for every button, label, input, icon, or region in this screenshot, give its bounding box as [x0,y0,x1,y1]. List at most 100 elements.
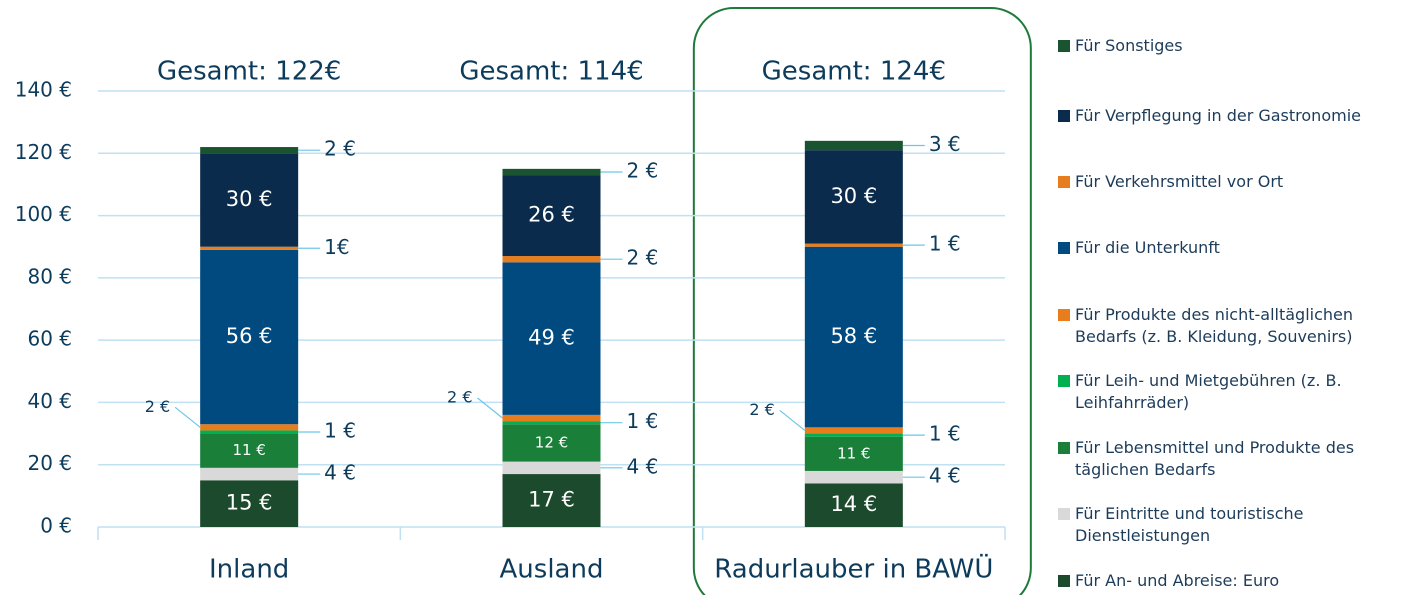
legend-label: Für Produkte des nicht-alltäglichen Beda… [1075,305,1354,346]
legend-item: Für Verpflegung in der Gastronomie [1058,105,1408,127]
y-tick-label: 20 € [27,451,72,475]
bar-segment [200,467,299,481]
y-tick-label: 80 € [27,264,72,288]
legend-swatch [1058,110,1070,122]
value-label: 2 € [627,158,659,182]
legend-swatch [1058,309,1070,321]
bar-segment [200,424,299,431]
total-label: Gesamt: 124€ [762,57,946,87]
bar-segment [502,256,601,263]
bar-segment [200,153,299,247]
value-label: 2 € [145,397,170,416]
value-label: 1 € [929,422,961,446]
leader-line [779,409,806,431]
bar-segment [804,140,903,151]
bar-segment [502,414,601,422]
value-label: 1 € [627,409,659,433]
legend-item: Für Sonstiges [1058,35,1408,57]
legend-swatch [1058,176,1070,188]
bar-segment [200,246,299,250]
bar-segment [804,246,903,428]
bar-segment [804,436,903,471]
value-label: 15 € [226,491,273,515]
bar-segment [804,427,903,434]
legend-item: Für Produkte des nicht-alltäglichen Beda… [1058,304,1408,348]
legend-label: Für Lebensmittel und Produkte des täglic… [1075,438,1355,479]
bar-segment [804,433,903,437]
x-tick-label: Inland [209,555,289,585]
y-tick-label: 0 € [40,514,72,538]
value-label: 30 € [830,184,877,208]
bar-segment [502,461,601,475]
value-label: 56 € [226,324,273,348]
value-label: 58 € [830,324,877,348]
legend-swatch [1058,40,1070,52]
legend-swatch [1058,375,1070,387]
value-label: 3 € [929,132,961,156]
leader-line [174,406,201,428]
bar-segment [804,483,903,527]
highlight-frame [692,7,1032,595]
bar-segment [502,474,601,527]
legend-item: Für Verkehrsmittel vor Ort [1058,171,1408,193]
y-tick-label: 100 € [15,202,72,226]
y-tick-label: 120 € [15,140,72,164]
value-label: 49 € [528,326,575,350]
value-label: 30 € [226,187,273,211]
legend-label: Für An- und Abreise: Euro [1075,571,1280,590]
bar-segment [502,421,601,425]
legend-swatch [1058,508,1070,520]
value-label: 1 € [324,419,356,443]
value-label: 2 € [447,388,472,407]
bar-segment [200,249,299,425]
legend-label: Für Leih- und Mietgebühren (z. B. Leihfa… [1075,371,1342,412]
bar-segment [804,243,903,247]
bar-segment [200,147,299,154]
bar-segment [200,433,299,468]
total-label: Gesamt: 114€ [459,57,643,87]
value-label: 2 € [749,400,774,419]
legend-label: Für Eintritte und touristische Dienstlei… [1075,504,1304,545]
bar-segment [502,175,601,257]
legend-item: Für Leih- und Mietgebühren (z. B. Leihfa… [1058,370,1408,414]
bar-segment [200,430,299,434]
legend-label: Für Verpflegung in der Gastronomie [1075,106,1361,125]
legend-label: Für Sonstiges [1075,36,1183,55]
value-label: 17 € [528,488,575,512]
legend-swatch [1058,442,1070,454]
value-label: 2 € [324,137,356,161]
x-tick-label: Ausland [500,555,604,585]
total-label: Gesamt: 122€ [157,57,341,87]
legend-item: Für Lebensmittel und Produkte des täglic… [1058,437,1408,481]
y-tick-label: 140 € [15,78,72,102]
bar-segment [804,470,903,484]
bar-segment [502,168,601,176]
y-tick-label: 40 € [27,389,72,413]
value-label: 4 € [627,454,659,478]
value-label: 4 € [929,464,961,488]
bar-segment [200,480,299,527]
bar-segment [502,424,601,462]
legend-item: Für die Unterkunft [1058,237,1408,259]
legend-label: Für Verkehrsmittel vor Ort [1075,172,1284,191]
value-label: 14 € [830,492,877,516]
legend-swatch [1058,575,1070,587]
value-label: 26 € [528,203,575,227]
legend-swatch [1058,242,1070,254]
value-label: 12 € [535,433,568,451]
x-tick-label: Radurlauber in BAWÜ [714,553,993,585]
y-tick-label: 60 € [27,327,72,351]
legend-item: Für An- und Abreise: Euro [1058,570,1408,592]
bar-segment [804,150,903,244]
legend-label: Für die Unterkunft [1075,238,1220,257]
value-label: 1€ [324,235,349,259]
value-label: 4 € [324,461,356,485]
value-label: 11 € [837,444,870,462]
leader-line [477,397,503,419]
value-label: 11 € [232,441,265,459]
value-label: 2 € [627,246,659,270]
value-label: 1 € [929,232,961,256]
legend-item: Für Eintritte und touristische Dienstlei… [1058,503,1408,547]
